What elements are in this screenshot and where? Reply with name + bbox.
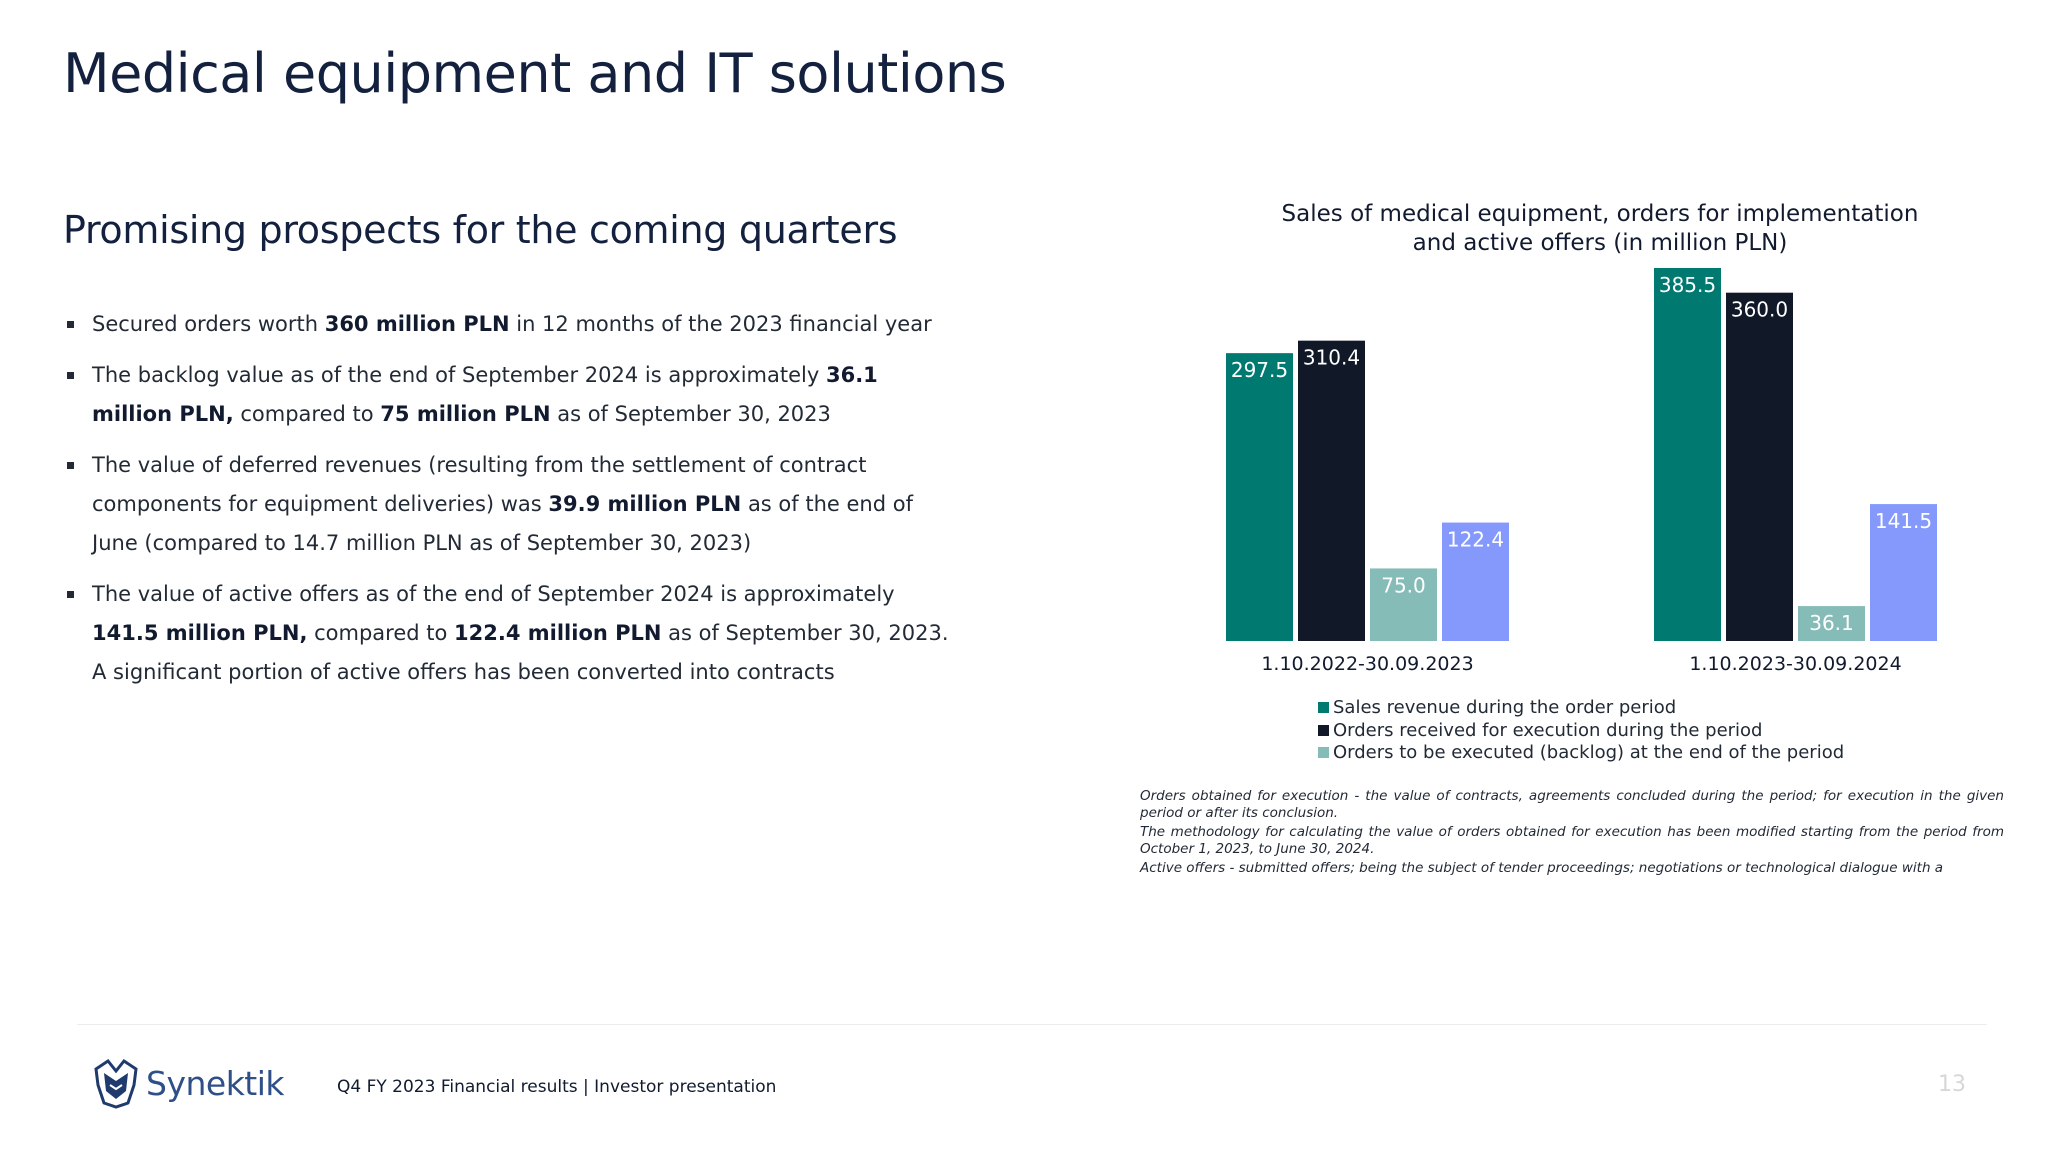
chart-title: Sales of medical equipment, orders for i…	[1230, 200, 1970, 258]
footnotes: Orders obtained for execution - the valu…	[1140, 788, 2004, 879]
chart-bar	[1654, 268, 1721, 641]
legend-swatch	[1318, 702, 1329, 713]
bullet-list: Secured orders worth 360 million PLN in …	[63, 305, 963, 704]
chart-bar	[1798, 606, 1865, 641]
bullet-text: The value of deferred revenues (resultin…	[92, 453, 867, 516]
bullet-text: as of September 30, 2023	[550, 402, 831, 426]
chart-bar	[1442, 522, 1509, 641]
legend-item: Sales revenue during the order period	[1318, 697, 1844, 720]
bullet-emphasis: 75 million PLN	[380, 402, 551, 426]
company-logo: Synektik	[90, 1057, 285, 1109]
bar-value-label: 122.4	[1447, 528, 1504, 552]
x-axis-tick-label: 1.10.2022-30.09.2023	[1261, 653, 1473, 675]
bullet-item: Secured orders worth 360 million PLN in …	[63, 305, 963, 344]
bullet-item: The value of active offers as of the end…	[63, 575, 963, 692]
legend-label: Orders received for execution during the…	[1333, 719, 1763, 741]
chart-bar	[1298, 340, 1365, 641]
legend-swatch	[1318, 747, 1329, 758]
chart-title-line-1: Sales of medical equipment, orders for i…	[1281, 201, 1919, 227]
bullet-emphasis: 141.5 million PLN,	[92, 621, 308, 645]
chart-legend: Sales revenue during the order period Ord…	[1318, 697, 1844, 765]
footer-caption: Q4 FY 2023 Financial results | Investor …	[337, 1077, 777, 1097]
page-title: Medical equipment and IT solutions	[63, 42, 1007, 105]
section-subtitle: Promising prospects for the coming quart…	[63, 208, 898, 252]
footnote: The methodology for calculating the valu…	[1140, 824, 2004, 857]
bar-value-label: 385.5	[1659, 273, 1716, 297]
legend-item: Orders to be executed (backlog) at the e…	[1318, 742, 1844, 765]
bullet-text: compared to	[233, 402, 381, 426]
bar-value-label: 360.0	[1731, 298, 1788, 322]
page-number: 13	[1938, 1072, 1966, 1097]
bar-value-label: 297.5	[1231, 358, 1288, 382]
chart-bar	[1370, 568, 1437, 641]
chart-bar	[1870, 504, 1937, 641]
synektik-logo-icon	[94, 1058, 138, 1109]
bar-value-label: 310.4	[1303, 346, 1360, 370]
footnote: Active offers - submitted offers; being …	[1140, 860, 1944, 876]
footnote: Orders obtained for execution - the valu…	[1140, 788, 2004, 821]
bar-value-label: 36.1	[1809, 611, 1854, 635]
bullet-item: The backlog value as of the end of Septe…	[63, 356, 963, 434]
bullet-text: as of September 30, 2023. A significant …	[92, 621, 949, 684]
bullet-text: as of the end of June (compared to 14.7 …	[92, 492, 913, 555]
bullet-text: in 12 months of the 2023 financial year	[509, 312, 932, 336]
bar-value-label: 75.0	[1381, 573, 1426, 597]
bullet-emphasis: 36.1 million PLN,	[92, 363, 878, 426]
footer-divider	[77, 1024, 1987, 1025]
bar-value-label: 141.5	[1875, 509, 1932, 533]
bullet-text: The value of active offers as of the end…	[92, 582, 895, 606]
legend-label: Orders to be executed (backlog) at the e…	[1333, 742, 1845, 763]
bullet-emphasis: 39.9 million PLN	[548, 492, 742, 516]
bullet-text: compared to	[307, 621, 455, 645]
chart-title-line-2: and active offers (in million PLN)	[1412, 230, 1788, 256]
chart-bar	[1726, 292, 1793, 641]
bullet-text: Secured orders worth	[92, 312, 325, 336]
legend-swatch	[1318, 724, 1329, 736]
bar-chart: 297.5 310.4 75.0 122.4 1.10.2022-30.09.2023 3…	[1226, 268, 1937, 675]
bullet-emphasis: 360 million PLN	[324, 312, 510, 336]
legend-item: Orders received for execution during the…	[1318, 720, 1844, 743]
bullet-item: The value of deferred revenues (resultin…	[63, 446, 963, 563]
logo-text: Synektik	[146, 1063, 285, 1103]
x-axis-tick-label: 1.10.2023-30.09.2024	[1689, 653, 1901, 675]
bullet-emphasis: 122.4 million PLN	[454, 621, 662, 645]
legend-label: Sales revenue during the order period	[1333, 697, 1677, 718]
chart-bar	[1226, 353, 1293, 641]
bullet-text: The backlog value as of the end of Septe…	[92, 363, 826, 387]
